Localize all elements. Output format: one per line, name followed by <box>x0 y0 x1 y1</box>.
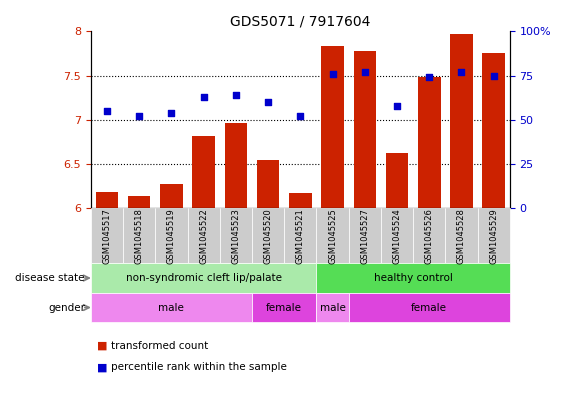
Text: GSM1045520: GSM1045520 <box>264 208 272 264</box>
Point <box>393 103 402 109</box>
Text: percentile rank within the sample: percentile rank within the sample <box>111 362 287 373</box>
Text: GSM1045523: GSM1045523 <box>231 208 240 264</box>
Title: GDS5071 / 7917604: GDS5071 / 7917604 <box>230 15 370 29</box>
Point <box>199 94 209 100</box>
Point <box>425 74 434 81</box>
Text: disease state: disease state <box>15 273 85 283</box>
Point <box>360 69 370 75</box>
Text: male: male <box>319 303 346 312</box>
Text: female: female <box>411 303 447 312</box>
Point <box>231 92 241 98</box>
Bar <box>353 51 376 208</box>
Bar <box>257 160 280 208</box>
Text: GSM1045521: GSM1045521 <box>296 208 305 264</box>
Text: GSM1045528: GSM1045528 <box>457 208 466 264</box>
Bar <box>160 184 183 208</box>
Point <box>457 69 466 75</box>
Text: GSM1045517: GSM1045517 <box>103 208 111 264</box>
Text: GSM1045529: GSM1045529 <box>489 208 498 264</box>
Bar <box>386 152 408 208</box>
Text: transformed count: transformed count <box>111 341 209 351</box>
Bar <box>289 193 312 208</box>
Point <box>264 99 273 105</box>
Text: gender: gender <box>48 303 85 312</box>
Point <box>166 110 176 116</box>
Text: ■: ■ <box>97 362 107 373</box>
Text: ■: ■ <box>97 341 107 351</box>
Point <box>102 108 111 114</box>
Bar <box>192 136 215 208</box>
Bar <box>418 77 441 208</box>
Text: GSM1045524: GSM1045524 <box>393 208 401 264</box>
Text: non-syndromic cleft lip/palate: non-syndromic cleft lip/palate <box>125 273 282 283</box>
Text: female: female <box>266 303 302 312</box>
Text: GSM1045527: GSM1045527 <box>360 208 369 264</box>
Bar <box>96 193 118 208</box>
Text: GSM1045518: GSM1045518 <box>135 208 144 264</box>
Bar <box>128 196 151 208</box>
Point <box>328 71 338 77</box>
Text: GSM1045525: GSM1045525 <box>328 208 337 264</box>
Point <box>135 113 144 119</box>
Bar <box>224 123 247 208</box>
Text: GSM1045526: GSM1045526 <box>425 208 434 264</box>
Text: GSM1045519: GSM1045519 <box>167 208 176 264</box>
Point <box>296 113 305 119</box>
Bar <box>450 34 473 208</box>
Text: male: male <box>158 303 185 312</box>
Point <box>489 72 498 79</box>
Text: GSM1045522: GSM1045522 <box>199 208 208 264</box>
Bar <box>482 53 505 208</box>
Bar <box>321 46 344 208</box>
Text: healthy control: healthy control <box>374 273 452 283</box>
